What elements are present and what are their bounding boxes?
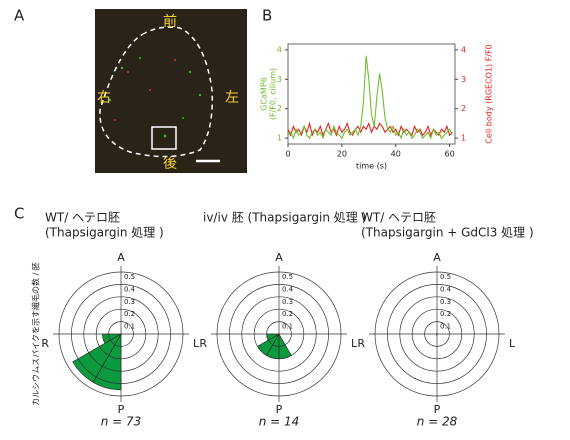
r-tick-label: 0.1 <box>440 323 451 331</box>
y2-tick-label: 1 <box>461 134 466 143</box>
direction-label: A <box>275 251 283 264</box>
direction-label: P <box>434 403 441 416</box>
r-tick-label: 0.3 <box>282 298 293 306</box>
y2-tick-label: 3 <box>461 75 466 84</box>
y2-tick-label: 2 <box>461 104 466 113</box>
r-tick-label: 0.4 <box>282 285 294 293</box>
direction-label: 左 <box>225 90 239 106</box>
y-tick-label: 4 <box>277 45 282 54</box>
y-tick-label: 3 <box>277 75 282 84</box>
direction-label: A <box>433 251 441 264</box>
r-tick-label: 0.3 <box>124 298 135 306</box>
chart-title: iv/iv 胚 (Thapsigargin 処理 ) <box>203 211 366 225</box>
direction-label: R <box>41 337 49 350</box>
y-tick-label: 2 <box>277 104 282 113</box>
r-tick-label: 0.5 <box>124 273 135 281</box>
series-line <box>287 55 453 140</box>
y2-tick-label: 4 <box>461 45 466 54</box>
r-tick-label: 0.1 <box>124 323 135 331</box>
x-axis-label: time (s) <box>356 162 387 171</box>
direction-label: P <box>118 403 125 416</box>
panel-label: A <box>14 7 25 25</box>
y-tick-label: 1 <box>277 134 282 143</box>
x-tick-label: 0 <box>285 150 290 159</box>
r-tick-label: 0.5 <box>282 273 293 281</box>
image-background <box>95 9 247 173</box>
y-axis-label: GCaMP6 <box>260 77 269 111</box>
panel-label: C <box>14 205 24 223</box>
chart-title: WT/ ヘテロ胚 <box>45 211 120 225</box>
direction-label: R <box>357 337 365 350</box>
direction-label: 後 <box>163 156 177 172</box>
direction-label: R <box>199 337 207 350</box>
x-tick-label: 20 <box>337 150 347 159</box>
direction-label: P <box>276 403 283 416</box>
r-tick-label: 0.4 <box>124 285 136 293</box>
direction-label: A <box>117 251 125 264</box>
direction-label: L <box>509 337 516 350</box>
r-tick-label: 0.1 <box>282 323 293 331</box>
sample-size: n = 28 <box>417 415 458 429</box>
sector <box>72 333 122 383</box>
chart-title: WT/ ヘテロ胚 <box>361 211 436 225</box>
plot-frame <box>287 43 456 145</box>
sample-size: n = 14 <box>259 415 300 429</box>
panel-label: B <box>262 7 272 25</box>
r-tick-label: 0.2 <box>124 310 135 318</box>
x-tick-label: 40 <box>391 150 401 159</box>
r-tick-label: 0.5 <box>440 273 451 281</box>
y2-axis-label: Cell body (RGECO1) F/F0 <box>485 44 494 143</box>
direction-label: 右 <box>97 90 111 106</box>
chart-title: (Thapsigargin + GdCl3 処理 ) <box>361 226 534 240</box>
micrograph: 前 右 左 後 <box>95 9 247 173</box>
y-axis-label: カルシウムスパイクを示す繊毛の数 / 胚 <box>31 262 41 406</box>
direction-label: L <box>193 337 200 350</box>
cell-dots <box>114 59 176 121</box>
direction-label: 前 <box>163 13 177 30</box>
embryo-outline <box>99 26 213 158</box>
r-tick-label: 0.4 <box>440 285 452 293</box>
zoom-box <box>151 126 177 150</box>
r-tick-label: 0.2 <box>282 310 293 318</box>
chart-title: (Thapsigargin 処理 ) <box>45 226 164 240</box>
direction-label: L <box>351 337 358 350</box>
y-axis-label: (F/F0, cilium) <box>269 68 278 120</box>
r-tick-label: 0.2 <box>440 310 451 318</box>
cilia-dots <box>108 57 202 138</box>
x-tick-label: 60 <box>445 150 455 159</box>
r-tick-label: 0.3 <box>440 298 451 306</box>
sample-size: n = 73 <box>101 415 142 429</box>
